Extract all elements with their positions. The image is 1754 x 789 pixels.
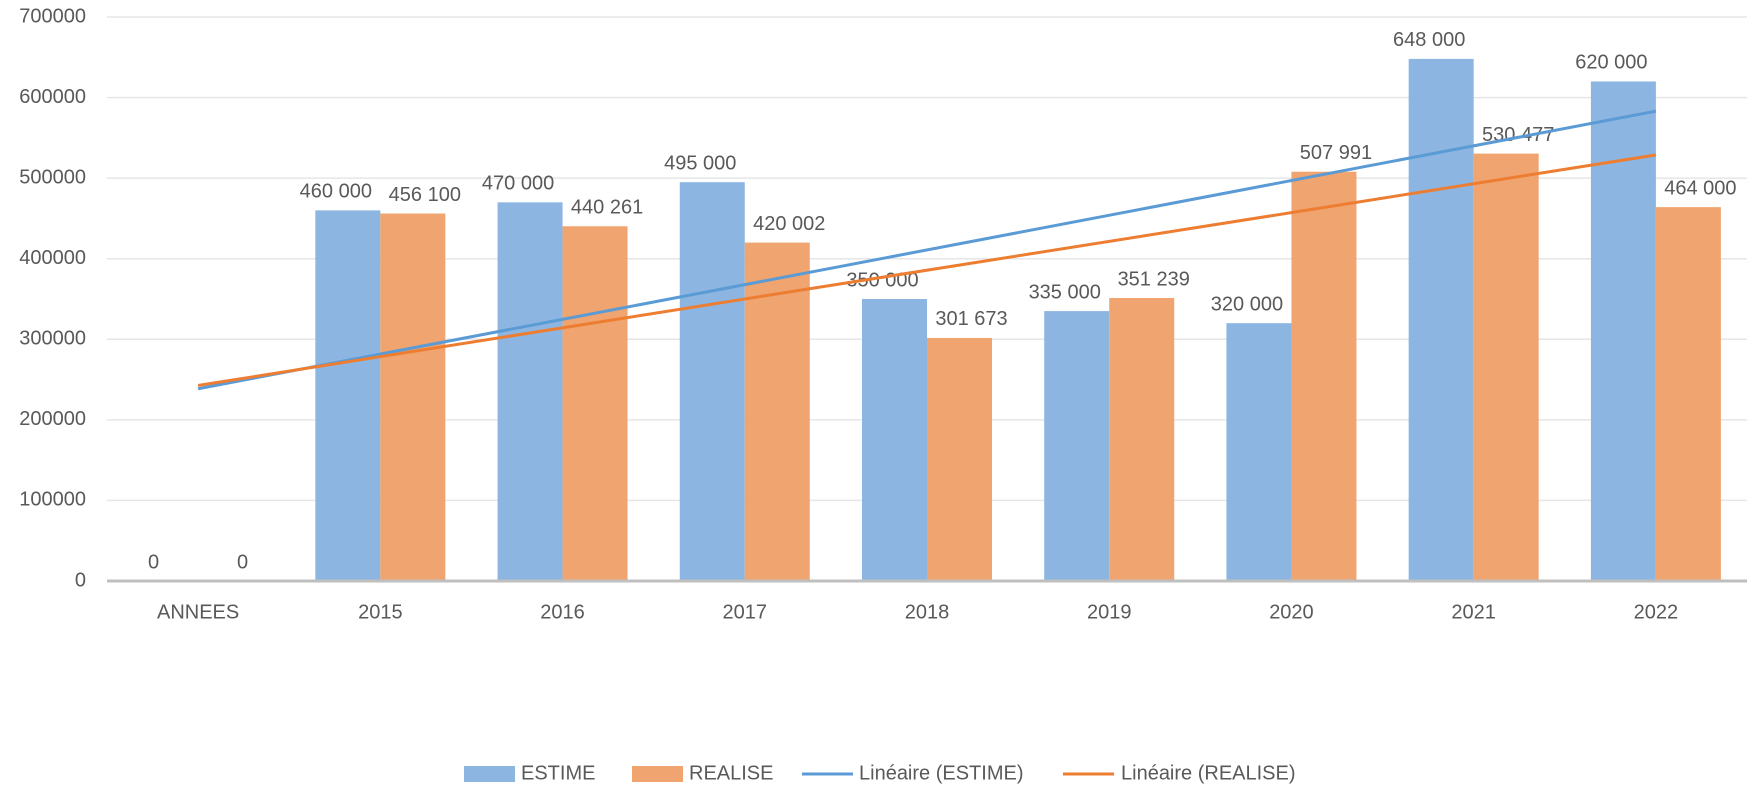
x-tick-label: 2016 [540, 601, 585, 623]
x-tick-label: 2017 [723, 601, 768, 623]
x-tick-label: 2021 [1451, 601, 1496, 623]
data-label: 648 000 [1393, 29, 1465, 51]
data-label: 420 002 [753, 213, 825, 235]
bar [862, 299, 927, 581]
bar [1655, 207, 1721, 582]
y-tick-label: 600000 [19, 86, 86, 108]
bar [1044, 311, 1110, 581]
legend-label: ESTIME [521, 762, 595, 784]
y-tick-label: 500000 [19, 166, 86, 188]
x-tick-label: ANNEES [157, 601, 239, 623]
data-label: 470 000 [482, 173, 554, 195]
data-label: 351 239 [1118, 268, 1190, 290]
bar [562, 226, 628, 581]
bar [315, 210, 381, 581]
trend-line [197, 109, 1657, 391]
bar [1226, 323, 1292, 581]
data-label: 320 000 [1211, 293, 1283, 315]
bar [1473, 153, 1539, 581]
y-tick-label: 0 [75, 569, 86, 591]
x-tick-label: 2018 [905, 601, 950, 623]
trend-line [197, 153, 1657, 387]
legend-label: REALISE [689, 762, 773, 784]
x-tick-label: 2020 [1269, 601, 1314, 623]
data-label: 0 [148, 551, 159, 573]
legend-swatch [632, 766, 683, 782]
legend-label: Linéaire (ESTIME) [859, 762, 1024, 784]
bar [744, 242, 810, 581]
data-label: 620 000 [1575, 52, 1647, 74]
data-label: 440 261 [571, 197, 643, 219]
y-tick-label: 200000 [19, 408, 86, 430]
data-label: 507 991 [1300, 142, 1372, 164]
bar [497, 202, 563, 582]
x-tick-label: 2019 [1087, 601, 1132, 623]
y-tick-label: 400000 [19, 247, 86, 269]
data-label: 301 673 [935, 308, 1007, 330]
x-tick-label: 2022 [1634, 601, 1679, 623]
y-tick-label: 100000 [19, 489, 86, 511]
x-tick-label: 2015 [358, 601, 403, 623]
bar [1291, 171, 1357, 581]
data-label: 335 000 [1029, 281, 1101, 303]
y-tick-label: 700000 [19, 5, 86, 27]
data-label: 0 [237, 551, 248, 573]
bar [1408, 58, 1474, 581]
data-label: 460 000 [300, 181, 372, 203]
bar [380, 213, 446, 581]
data-label: 464 000 [1664, 177, 1736, 199]
bar [927, 337, 992, 581]
bar [1109, 298, 1175, 581]
bar [679, 182, 745, 581]
data-label: 495 000 [664, 152, 736, 174]
legend-swatch [464, 766, 515, 782]
data-label: 456 100 [389, 184, 461, 206]
y-tick-label: 300000 [19, 328, 86, 350]
legend-label: Linéaire (REALISE) [1121, 762, 1296, 784]
